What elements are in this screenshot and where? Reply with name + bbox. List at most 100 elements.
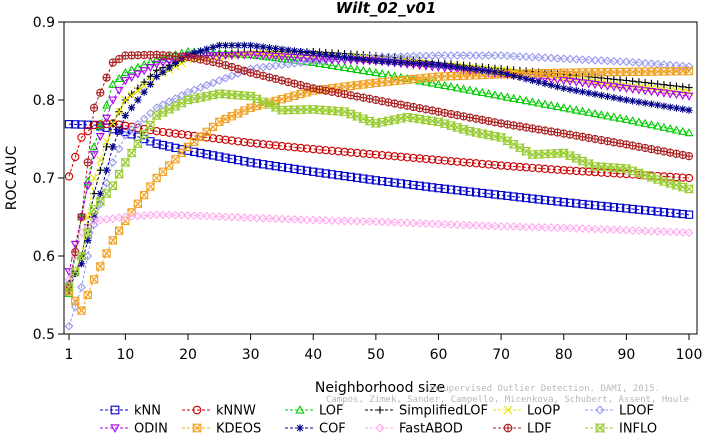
data-point-cof	[171, 59, 180, 68]
data-point-cof	[597, 91, 605, 99]
data-point-knnw	[64, 172, 74, 181]
data-point-knnw	[453, 157, 462, 166]
data-point-ldf	[302, 82, 312, 91]
data-point-odin	[628, 85, 638, 94]
data-point-knn	[540, 195, 550, 205]
data-point-fastabod	[352, 216, 362, 226]
data-point-ldof	[164, 97, 174, 106]
data-point-simplifiedlof	[629, 77, 637, 85]
data-point-fastabod	[358, 216, 368, 226]
data-point-cof	[403, 59, 411, 67]
data-point-knn	[522, 193, 531, 203]
data-point-lof	[314, 58, 325, 68]
data-point-fastabod	[246, 213, 255, 223]
data-point-odin	[665, 90, 675, 99]
data-point-knn	[509, 192, 518, 201]
data-point-knnw	[215, 134, 224, 144]
data-point-odin	[678, 91, 688, 101]
data-point-lof	[634, 117, 644, 126]
data-point-cof	[478, 66, 486, 74]
data-point-knn	[340, 171, 349, 181]
data-point-cof	[190, 49, 198, 57]
data-point-simplifiedlof	[102, 143, 111, 151]
data-point-cof	[215, 41, 223, 49]
data-point-cof	[372, 57, 380, 65]
data-point-lof	[584, 107, 594, 116]
data-point-cof	[165, 64, 173, 72]
data-point-cof	[672, 104, 681, 112]
data-point-fastabod	[327, 216, 337, 225]
y-axis-label: ROC AUC	[4, 145, 20, 210]
data-point-ldof	[565, 54, 575, 64]
x-tick-label: 100	[676, 347, 702, 363]
data-point-inflo	[577, 156, 588, 166]
data-point-inflo	[684, 183, 694, 194]
data-point-lof	[659, 122, 669, 131]
data-point-fastabod	[409, 218, 418, 228]
y-tick-label: 0.8	[33, 93, 55, 109]
data-point-knnw	[352, 148, 362, 158]
data-point-ldof	[684, 62, 694, 71]
data-point-cof	[284, 46, 292, 54]
data-point-cof	[541, 80, 549, 88]
data-point-odin	[659, 89, 669, 98]
data-point-lof	[108, 79, 118, 88]
data-point-knnw	[202, 133, 211, 142]
data-point-lof	[371, 67, 381, 77]
data-point-cof	[140, 88, 148, 96]
data-point-odin	[83, 182, 93, 191]
data-point-knn	[503, 191, 512, 201]
data-point-knn	[258, 160, 268, 169]
data-point-simplifiedlof	[660, 81, 668, 89]
data-point-inflo	[245, 91, 256, 102]
data-point-odin	[139, 67, 149, 76]
data-point-knnw	[547, 165, 556, 174]
data-point-loop	[90, 174, 99, 182]
data-point-knn	[471, 188, 481, 197]
data-point-kdeos	[114, 226, 124, 235]
data-point-ldf	[296, 81, 305, 90]
data-point-cof	[334, 52, 342, 60]
data-point-simplifiedlof	[146, 72, 155, 80]
data-point-ldof	[665, 60, 675, 70]
data-point-lof	[578, 106, 588, 115]
data-point-odin	[246, 51, 256, 60]
data-point-ldof	[415, 51, 425, 61]
data-point-ldof	[471, 51, 481, 60]
data-point-inflo	[558, 148, 569, 158]
data-point-ldof	[590, 55, 600, 65]
data-point-fastabod	[189, 211, 199, 221]
data-point-fastabod	[659, 227, 669, 237]
data-point-loop	[140, 81, 149, 90]
data-point-knn	[615, 203, 625, 212]
data-point-fastabod	[258, 213, 268, 223]
data-point-ldof	[546, 53, 556, 63]
data-point-cof	[102, 166, 111, 174]
data-point-lof	[158, 53, 168, 62]
data-point-knnw	[584, 167, 593, 176]
data-point-simplifiedlof	[610, 75, 618, 83]
data-point-knnw	[440, 156, 449, 165]
data-point-cof	[547, 81, 555, 89]
data-point-knnw	[434, 155, 443, 165]
data-point-inflo	[82, 227, 93, 238]
data-point-fastabod	[302, 215, 312, 225]
data-point-fastabod	[239, 213, 249, 222]
data-point-cof	[434, 61, 443, 69]
data-point-cof	[159, 68, 167, 76]
data-point-ldf	[108, 58, 117, 67]
data-point-cof	[71, 269, 79, 278]
legend-item-knn: kNN	[100, 404, 161, 419]
data-point-fastabod	[596, 224, 606, 234]
data-point-simplifiedlof	[647, 79, 656, 87]
legend-marker-fastabod	[375, 423, 385, 433]
data-point-fastabod	[546, 223, 556, 232]
data-point-knn	[459, 186, 468, 196]
data-point-knn	[465, 187, 474, 196]
data-point-inflo	[452, 122, 463, 133]
data-point-simplifiedlof	[622, 76, 630, 85]
data-point-ldof	[214, 76, 224, 85]
series-knnw	[64, 119, 694, 183]
data-point-lof	[152, 54, 162, 63]
